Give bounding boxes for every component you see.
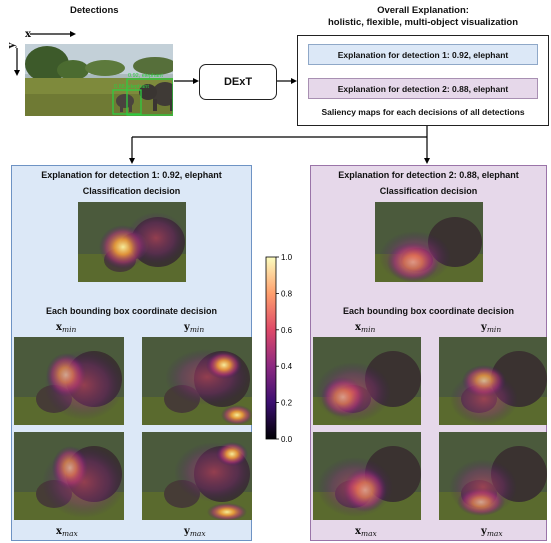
- panel2-xmin-label: xmin: [355, 322, 376, 334]
- panel1-class-saliency: [78, 202, 186, 282]
- dext-box: DExT: [199, 64, 277, 100]
- panel2-ymin-saliency: [439, 337, 547, 425]
- panel2-class-saliency: [375, 202, 483, 282]
- detection-image: 0.92, elephant 0.88, elephant: [25, 44, 173, 116]
- colorbar-tick-label: 0.0: [281, 435, 293, 443]
- panel1-xmax-label: xmax: [56, 526, 78, 538]
- box-label-2: 0.88, elephant: [114, 84, 149, 90]
- overall-item-2: Explanation for detection 2: 0.88, eleph…: [308, 78, 538, 99]
- flow-arrows-top: [129, 78, 430, 164]
- overall-title-line2: holistic, flexible, multi-object visuali…: [327, 17, 519, 28]
- panel1-title: Explanation for detection 1: 0.92, eleph…: [41, 170, 222, 180]
- panel1-xmax-saliency: [14, 432, 124, 520]
- panel-detection-1: Explanation for detection 1: 0.92, eleph…: [11, 165, 252, 541]
- panel2-xmax-label: xmax: [355, 526, 377, 538]
- panel2-classification-label: Classification decision: [379, 186, 478, 196]
- dext-label: DExT: [223, 76, 253, 88]
- overall-box: Explanation for detection 1: 0.92, eleph…: [297, 35, 549, 126]
- panel2-title: Explanation for detection 2: 0.88, eleph…: [338, 170, 519, 180]
- panel1-bbox-label: Each bounding box coordinate decision: [45, 306, 217, 316]
- box-label-1: 0.92, elephant: [128, 73, 163, 79]
- detections-title: Detections: [70, 5, 119, 16]
- panel2-ymax-saliency: [439, 432, 547, 520]
- panel1-ymax-saliency: [142, 432, 252, 520]
- colorbar: 1.0 0.8 0.6 0.4 0.2 0.0: [265, 253, 293, 443]
- colorbar-tick-label: 0.2: [281, 399, 293, 408]
- panel2-xmax-saliency: [313, 432, 421, 520]
- colorbar-tick-label: 1.0: [281, 253, 293, 262]
- panel2-xmin-saliency: [313, 337, 421, 425]
- colorbar-tick-label: 0.6: [281, 326, 293, 335]
- panel2-ymax-label: ymax: [481, 526, 503, 538]
- colorbar-tick-label: 0.4: [281, 362, 293, 371]
- overall-title-line1: Overall Explanation:: [377, 5, 469, 16]
- panel2-ymin-label: ymin: [481, 322, 502, 334]
- overall-item-1: Explanation for detection 1: 0.92, eleph…: [308, 44, 538, 65]
- panel1-xmin-label: xmin: [56, 322, 77, 334]
- panel2-bbox-label: Each bounding box coordinate decision: [342, 306, 514, 316]
- axes-arrows: [14, 31, 76, 76]
- panel1-ymin-label: ymin: [184, 322, 205, 334]
- overall-caption: Saliency maps for each decisions of all …: [321, 107, 525, 117]
- panel1-xmin-saliency: [14, 337, 124, 425]
- panel1-ymax-label: ymax: [184, 526, 206, 538]
- axis-x-label: x: [25, 29, 31, 40]
- panel1-classification-label: Classification decision: [82, 186, 181, 196]
- colorbar-tick-label: 0.8: [281, 289, 293, 298]
- panel1-ymin-saliency: [142, 337, 252, 425]
- panel-detection-2: Explanation for detection 2: 0.88, eleph…: [310, 165, 547, 541]
- overall-title: Overall Explanation: holistic, flexible,…: [298, 5, 548, 29]
